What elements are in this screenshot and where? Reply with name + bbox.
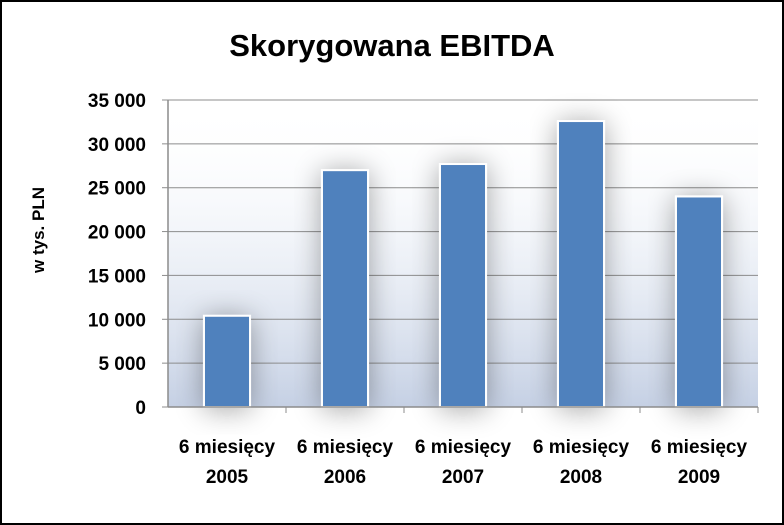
x-tick-label: 2007 [442, 467, 484, 488]
x-tick-label: 6 miesięcy [179, 437, 276, 458]
x-tick-label: 2005 [206, 467, 249, 488]
y-tick-label: 5 000 [98, 354, 146, 375]
bar [202, 314, 252, 408]
bar [556, 120, 606, 409]
y-tick-label: 30 000 [88, 135, 146, 156]
y-tick-label: 0 [135, 398, 146, 419]
y-tick-label: 15 000 [88, 266, 146, 287]
x-tick-label: 2009 [678, 467, 720, 488]
y-tick-label: 10 000 [88, 310, 146, 331]
bar [320, 169, 370, 408]
y-tick-label: 20 000 [88, 223, 146, 244]
y-axis-label: w tys. PLN [29, 187, 48, 274]
x-tick-label: 2006 [324, 467, 366, 488]
x-tick-label: 6 miesięcy [651, 437, 748, 458]
y-tick-label: 35 000 [88, 91, 146, 112]
axes [167, 100, 758, 408]
y-tick-labels: 0 5 000 10 000 15 000 20 000 25 000 30 000 35 0… [88, 91, 168, 419]
bar [438, 163, 488, 408]
bar [674, 195, 724, 408]
x-tick-label: 2008 [560, 467, 602, 488]
x-tick-label: 6 miesięcy [297, 437, 394, 458]
x-tick-label: 6 miesięcy [533, 437, 630, 458]
chart-title: Skorygowana EBITDA [229, 28, 555, 63]
y-tick-label: 25 000 [88, 179, 146, 200]
x-tick-labels: 6 miesięcy 2005 6 miesięcy 2006 6 miesięcy 20… [179, 407, 759, 488]
x-tick-label: 6 miesięcy [415, 437, 512, 458]
